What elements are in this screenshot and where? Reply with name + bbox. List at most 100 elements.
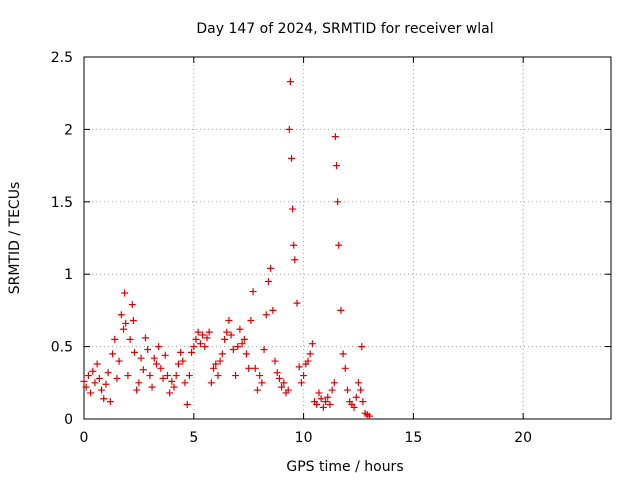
data-point bbox=[218, 350, 226, 358]
data-point bbox=[331, 133, 339, 141]
data-point bbox=[225, 317, 233, 325]
x-axis-label: GPS time / hours bbox=[286, 459, 403, 475]
data-point bbox=[216, 357, 224, 365]
data-point bbox=[290, 241, 298, 249]
data-point bbox=[357, 386, 365, 394]
data-point bbox=[297, 379, 305, 387]
data-point bbox=[207, 379, 215, 387]
data-point bbox=[177, 348, 185, 356]
data-point bbox=[150, 354, 158, 362]
data-point bbox=[249, 288, 257, 296]
data-point bbox=[148, 383, 156, 391]
data-point bbox=[264, 277, 272, 285]
data-point bbox=[358, 343, 366, 351]
data-point bbox=[306, 350, 314, 358]
plot-frame bbox=[83, 56, 612, 420]
data-point bbox=[205, 328, 213, 336]
data-point bbox=[319, 403, 327, 411]
data-point bbox=[190, 343, 198, 351]
data-point bbox=[188, 348, 196, 356]
data-point bbox=[352, 393, 360, 401]
data-point bbox=[144, 345, 152, 353]
data-point bbox=[141, 334, 149, 342]
data-point bbox=[117, 311, 125, 319]
data-point bbox=[258, 379, 266, 387]
data-point bbox=[212, 360, 220, 368]
data-point bbox=[121, 289, 129, 297]
data-point bbox=[286, 78, 294, 86]
data-point bbox=[157, 364, 165, 372]
data-point bbox=[354, 379, 362, 387]
data-point bbox=[135, 379, 143, 387]
data-point bbox=[192, 335, 200, 343]
y-tick-label: 2 bbox=[64, 122, 73, 138]
data-point bbox=[161, 351, 169, 359]
data-point bbox=[245, 364, 253, 372]
data-point bbox=[203, 334, 211, 342]
data-point bbox=[111, 335, 119, 343]
data-point bbox=[295, 363, 303, 371]
data-point bbox=[359, 398, 367, 406]
data-point bbox=[260, 345, 268, 353]
data-point bbox=[201, 343, 209, 351]
data-point bbox=[271, 357, 279, 365]
data-point bbox=[293, 299, 301, 307]
y-tick-label: 2.5 bbox=[51, 50, 73, 66]
data-point bbox=[87, 389, 95, 397]
data-point bbox=[334, 198, 342, 206]
data-point bbox=[341, 364, 349, 372]
y-tick-label: 1 bbox=[64, 267, 73, 283]
data-point bbox=[273, 369, 281, 377]
data-point bbox=[236, 325, 244, 333]
x-tick-label: 10 bbox=[295, 430, 313, 446]
data-point bbox=[267, 264, 275, 272]
data-point bbox=[196, 340, 204, 348]
data-point bbox=[308, 340, 316, 348]
data-point bbox=[181, 379, 189, 387]
data-point bbox=[326, 401, 334, 409]
chart-title: Day 147 of 2024, SRMTID for receiver wla… bbox=[196, 21, 493, 37]
data-point bbox=[93, 360, 101, 368]
data-point bbox=[172, 372, 180, 380]
data-point bbox=[322, 398, 330, 406]
data-point bbox=[194, 328, 202, 336]
data-point bbox=[247, 317, 255, 325]
data-point bbox=[106, 398, 114, 406]
data-point bbox=[280, 379, 288, 387]
data-point bbox=[278, 383, 286, 391]
data-point bbox=[95, 374, 103, 382]
data-point bbox=[330, 379, 338, 387]
data-point bbox=[163, 372, 171, 380]
data-point bbox=[335, 241, 343, 249]
data-point bbox=[89, 367, 97, 375]
data-point bbox=[133, 386, 141, 394]
data-point bbox=[82, 383, 90, 391]
data-point bbox=[146, 372, 154, 380]
data-point bbox=[126, 335, 134, 343]
data-point bbox=[221, 335, 229, 343]
data-point bbox=[174, 360, 182, 368]
data-point bbox=[234, 343, 242, 351]
data-point bbox=[253, 386, 261, 394]
data-point bbox=[84, 372, 92, 380]
data-point bbox=[227, 331, 235, 339]
data-point bbox=[168, 377, 176, 385]
x-tick-label: 5 bbox=[189, 430, 198, 446]
data-point bbox=[122, 319, 130, 327]
data-point bbox=[98, 386, 106, 394]
data-point bbox=[251, 364, 259, 372]
y-axis-label: SRMTID / TECUs bbox=[7, 182, 23, 295]
data-point bbox=[129, 317, 137, 325]
data-point bbox=[179, 357, 187, 365]
data-point bbox=[131, 348, 139, 356]
data-point bbox=[269, 306, 277, 314]
data-point bbox=[104, 369, 112, 377]
x-tick-label: 15 bbox=[404, 430, 422, 446]
data-point bbox=[128, 301, 136, 309]
data-point bbox=[238, 340, 246, 348]
y-tick-label: 0 bbox=[64, 412, 73, 428]
data-point bbox=[262, 311, 270, 319]
data-point bbox=[185, 372, 193, 380]
data-point bbox=[275, 374, 283, 382]
